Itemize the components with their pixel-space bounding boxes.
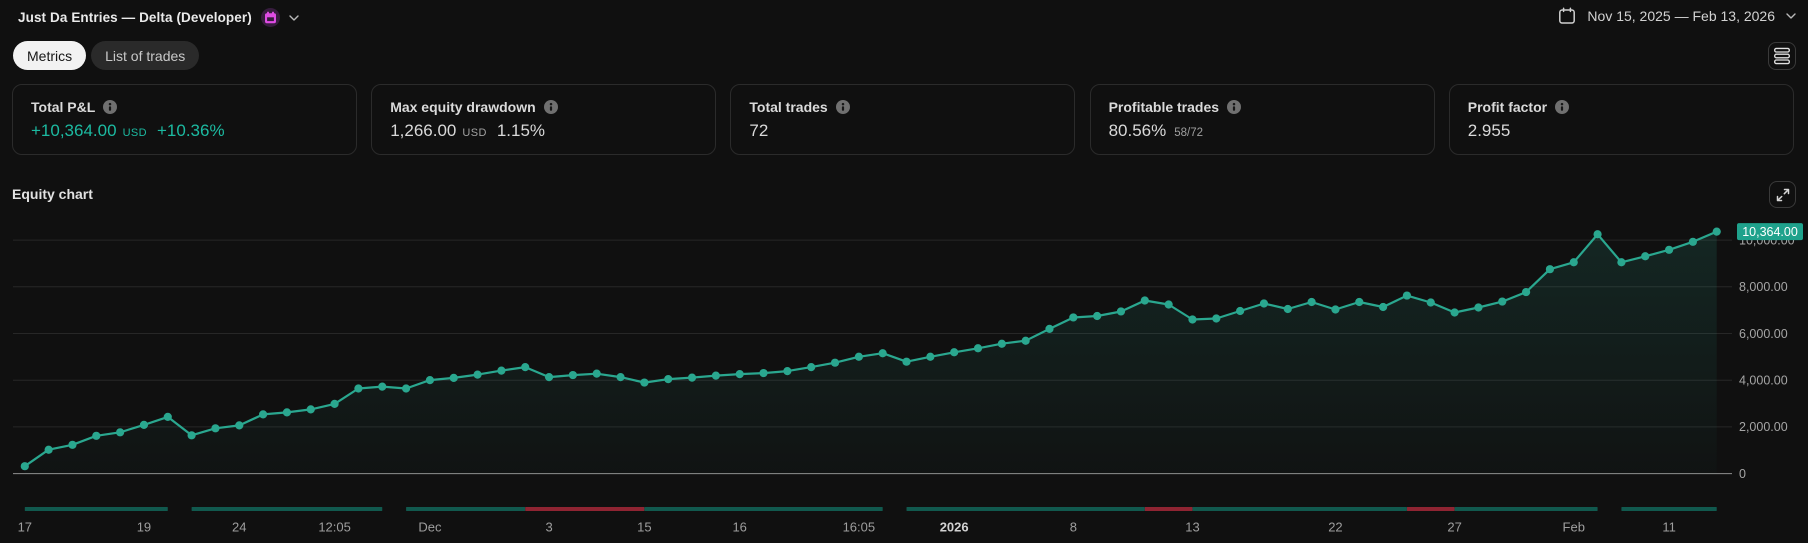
chart-gridlines <box>13 239 1732 475</box>
svg-text:17: 17 <box>18 520 32 535</box>
chevron-down-icon <box>1786 13 1796 19</box>
svg-text:16:05: 16:05 <box>843 520 876 535</box>
card-label: Total trades <box>749 99 828 115</box>
svg-text:3: 3 <box>545 520 552 535</box>
card-percent: 1.15% <box>496 121 546 140</box>
card-value: 2.955 <box>1467 121 1511 140</box>
last-value-badge: 10,364.00 <box>1737 223 1803 241</box>
card-total-pnl: Total P&L +10,364.00 USD +10.36% <box>12 84 357 155</box>
info-icon[interactable] <box>835 100 850 114</box>
svg-text:Feb: Feb <box>1563 520 1585 535</box>
info-icon[interactable] <box>543 100 558 114</box>
info-icon[interactable] <box>1227 100 1242 114</box>
expand-chart-button[interactable] <box>1769 181 1796 208</box>
date-range-picker[interactable]: Nov 15, 2025 — Feb 13, 2026 <box>1558 7 1796 25</box>
svg-text:24: 24 <box>232 520 246 535</box>
card-value: 1,266.00 <box>390 121 457 140</box>
svg-text:10,364.00: 10,364.00 <box>1742 225 1798 239</box>
card-value-row: 80.56% 58/72 <box>1109 121 1416 141</box>
card-max-equity-drawdown: Max equity drawdown 1,266.00 USD 1.15% <box>371 84 717 155</box>
chevron-down-icon[interactable] <box>289 14 299 21</box>
equity-markers <box>20 227 1721 471</box>
card-percent: +10.36% <box>157 121 225 140</box>
y-axis-labels: 0 2,000.00 4,000.00 6,000.00 8,000.00 10,000.… <box>1739 233 1795 481</box>
svg-text:13: 13 <box>1185 520 1199 535</box>
card-label: Profit factor <box>1467 99 1548 115</box>
date-range-text: Nov 15, 2025 — Feb 13, 2026 <box>1587 8 1775 24</box>
rows-icon <box>1774 47 1790 65</box>
svg-text:Dec: Dec <box>418 520 442 535</box>
layout-rows-button[interactable] <box>1768 42 1796 70</box>
svg-text:6,000.00: 6,000.00 <box>1739 327 1788 341</box>
svg-text:8: 8 <box>1070 520 1077 535</box>
card-value-row: 1,266.00 USD 1.15% <box>390 121 697 141</box>
tab-metrics[interactable]: Metrics <box>13 41 87 70</box>
metric-cards: Total P&L +10,364.00 USD +10.36% Max equ… <box>12 84 1794 155</box>
x-axis-labels: 17 19 24 12:05 Dec 3 15 16 16:05 2026 8 13 22 27 Feb 11 <box>18 520 1676 535</box>
equity-area-fill <box>24 231 1717 474</box>
svg-text:22: 22 <box>1328 520 1342 535</box>
card-value: 72 <box>749 121 769 140</box>
svg-text:8,000.00: 8,000.00 <box>1739 280 1788 294</box>
svg-text:11: 11 <box>1662 520 1676 535</box>
svg-text:12:05: 12:05 <box>318 520 351 535</box>
card-total-trades: Total trades 72 <box>730 84 1076 155</box>
svg-text:27: 27 <box>1447 520 1461 535</box>
view-tabs: Metrics List of trades <box>13 41 200 70</box>
strategy-header: Just Da Entries — Delta (Developer) <box>18 8 299 27</box>
card-label: Max equity drawdown <box>390 99 536 115</box>
info-icon[interactable] <box>103 100 118 114</box>
calendar-glyph <box>264 11 276 24</box>
info-icon[interactable] <box>1555 100 1570 114</box>
card-value-row: +10,364.00 USD +10.36% <box>31 121 338 141</box>
card-unit: USD <box>462 127 487 139</box>
card-label: Total P&L <box>31 99 96 115</box>
card-value-row: 72 <box>749 121 1056 141</box>
page-title: Just Da Entries — Delta (Developer) <box>18 10 252 25</box>
card-sub-value: 58/72 <box>1174 127 1204 139</box>
svg-text:19: 19 <box>137 520 151 535</box>
card-value-row: 2.955 <box>1468 121 1775 141</box>
svg-text:16: 16 <box>732 520 746 535</box>
svg-text:0: 0 <box>1739 467 1746 481</box>
card-profit-factor: Profit factor 2.955 <box>1448 84 1794 155</box>
svg-text:4,000.00: 4,000.00 <box>1739 374 1788 388</box>
strategy-calendar-icon[interactable] <box>260 8 280 27</box>
equity-line <box>23 230 1718 468</box>
svg-text:2,000.00: 2,000.00 <box>1739 420 1788 434</box>
svg-text:15: 15 <box>637 520 651 535</box>
card-value: +10,364.00 <box>31 121 117 140</box>
card-unit: USD <box>122 127 147 139</box>
expand-icon <box>1776 188 1789 201</box>
calendar-icon <box>1559 7 1576 24</box>
card-profitable-trades: Profitable trades 80.56% 58/72 <box>1089 84 1435 155</box>
equity-chart-title: Equity chart <box>12 186 93 202</box>
card-value: 80.56% <box>1108 121 1167 140</box>
tab-list-of-trades[interactable]: List of trades <box>91 41 200 70</box>
svg-text:2026: 2026 <box>940 520 969 535</box>
session-result-bars <box>24 507 1717 511</box>
svg-text:10,000.00: 10,000.00 <box>1739 233 1795 247</box>
card-label: Profitable trades <box>1108 99 1220 115</box>
